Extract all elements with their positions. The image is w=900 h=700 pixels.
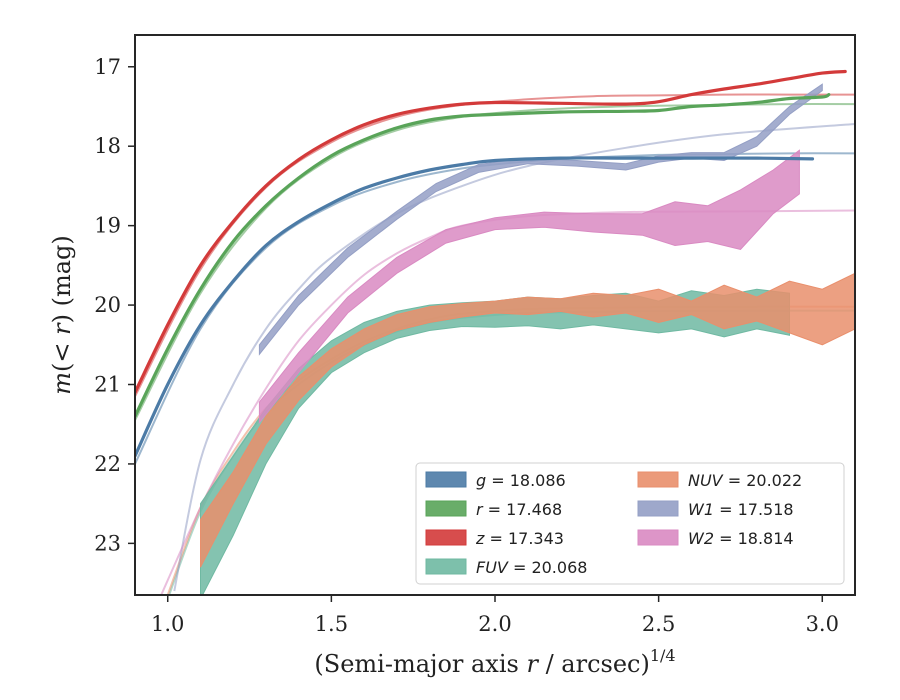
legend-band-name: r <box>476 500 484 519</box>
y-axis-label-m: m <box>48 372 76 395</box>
legend-label-g: g = 18.086 <box>476 471 566 490</box>
legend-swatch-z <box>425 529 467 546</box>
legend-swatch-g <box>425 471 467 488</box>
legend-swatch-fuv <box>425 558 467 575</box>
legend-swatch-nuv <box>637 471 679 488</box>
legend-band-name: g <box>476 471 486 490</box>
y-axis-label-unit: ) (mag) <box>48 235 76 323</box>
x-tick-label: 1.5 <box>315 612 348 636</box>
legend-band-value: = 20.022 <box>723 471 803 490</box>
legend-band-name: z <box>475 529 485 548</box>
legend-label-w1: W1 = 17.518 <box>688 500 794 519</box>
legend-label-fuv: FUV = 20.068 <box>476 558 587 577</box>
x-axis-label-exponent: 1/4 <box>650 646 676 665</box>
legend-band-name: W2 <box>688 529 714 548</box>
y-tick-label: 23 <box>94 531 121 555</box>
legend-swatch-w1 <box>637 500 679 517</box>
legend-label-nuv: NUV = 20.022 <box>688 471 802 490</box>
legend-band-value: = 18.086 <box>486 471 566 490</box>
y-tick-label: 17 <box>94 55 121 79</box>
x-tick-label: 2.0 <box>478 612 511 636</box>
profile-band-w1 <box>258 83 823 356</box>
y-tick-label: 21 <box>94 373 121 397</box>
x-tick-label: 1.0 <box>151 612 184 636</box>
x-axis-label: (Semi-major axis r / arcsec)1/4 <box>314 646 675 678</box>
x-tick-label: 2.5 <box>642 612 675 636</box>
legend-band-value: = 17.518 <box>714 500 794 519</box>
y-tick-label: 20 <box>94 293 121 317</box>
y-axis-label-r: < r <box>48 322 76 363</box>
y-axis-label: m(< r) (mag) <box>48 235 76 395</box>
profile-line-r <box>135 93 831 418</box>
profile-line-z <box>135 69 847 394</box>
legend-band-name: W1 <box>688 500 714 519</box>
legend-band-name: FUV <box>476 558 509 577</box>
y-tick-label: 18 <box>94 134 121 158</box>
legend-label-w2: W2 = 18.814 <box>688 529 794 548</box>
x-axis-ticks: 1.0 1.5 2.0 2.5 3.0 <box>151 595 839 636</box>
profile-band-nuv <box>200 272 855 568</box>
x-tick-label: 3.0 <box>806 612 839 636</box>
band-layer <box>200 83 855 595</box>
legend-band-value: = 17.343 <box>484 529 564 548</box>
y-axis-ticks: 17 18 19 20 21 22 23 <box>94 55 135 555</box>
legend-label-z: z = 17.343 <box>475 529 564 548</box>
profile-band-w2 <box>258 149 800 425</box>
profile-line-g <box>135 156 815 458</box>
legend-swatch-w2 <box>637 529 679 546</box>
y-tick-label: 22 <box>94 452 121 476</box>
legend-swatch-r <box>425 500 467 517</box>
legend-frame <box>415 462 845 585</box>
x-axis-label-post: / arcsec) <box>538 650 650 678</box>
y-tick-label: 19 <box>94 214 121 238</box>
legend-label-r: r = 17.468 <box>476 500 562 519</box>
legend-band-value: = 20.068 <box>508 558 588 577</box>
x-axis-label-var: r <box>526 650 539 678</box>
x-axis-label-pre: (Semi-major axis <box>314 650 526 678</box>
legend-band-value: = 17.468 <box>483 500 563 519</box>
profile-line-layer <box>135 69 847 458</box>
y-axis-label-open: ( <box>48 363 76 372</box>
model-fit-w2 <box>160 209 855 595</box>
model-fit-w1 <box>173 123 855 592</box>
legend-band-name: NUV <box>688 471 724 490</box>
legend-band-value: = 18.814 <box>714 529 794 548</box>
